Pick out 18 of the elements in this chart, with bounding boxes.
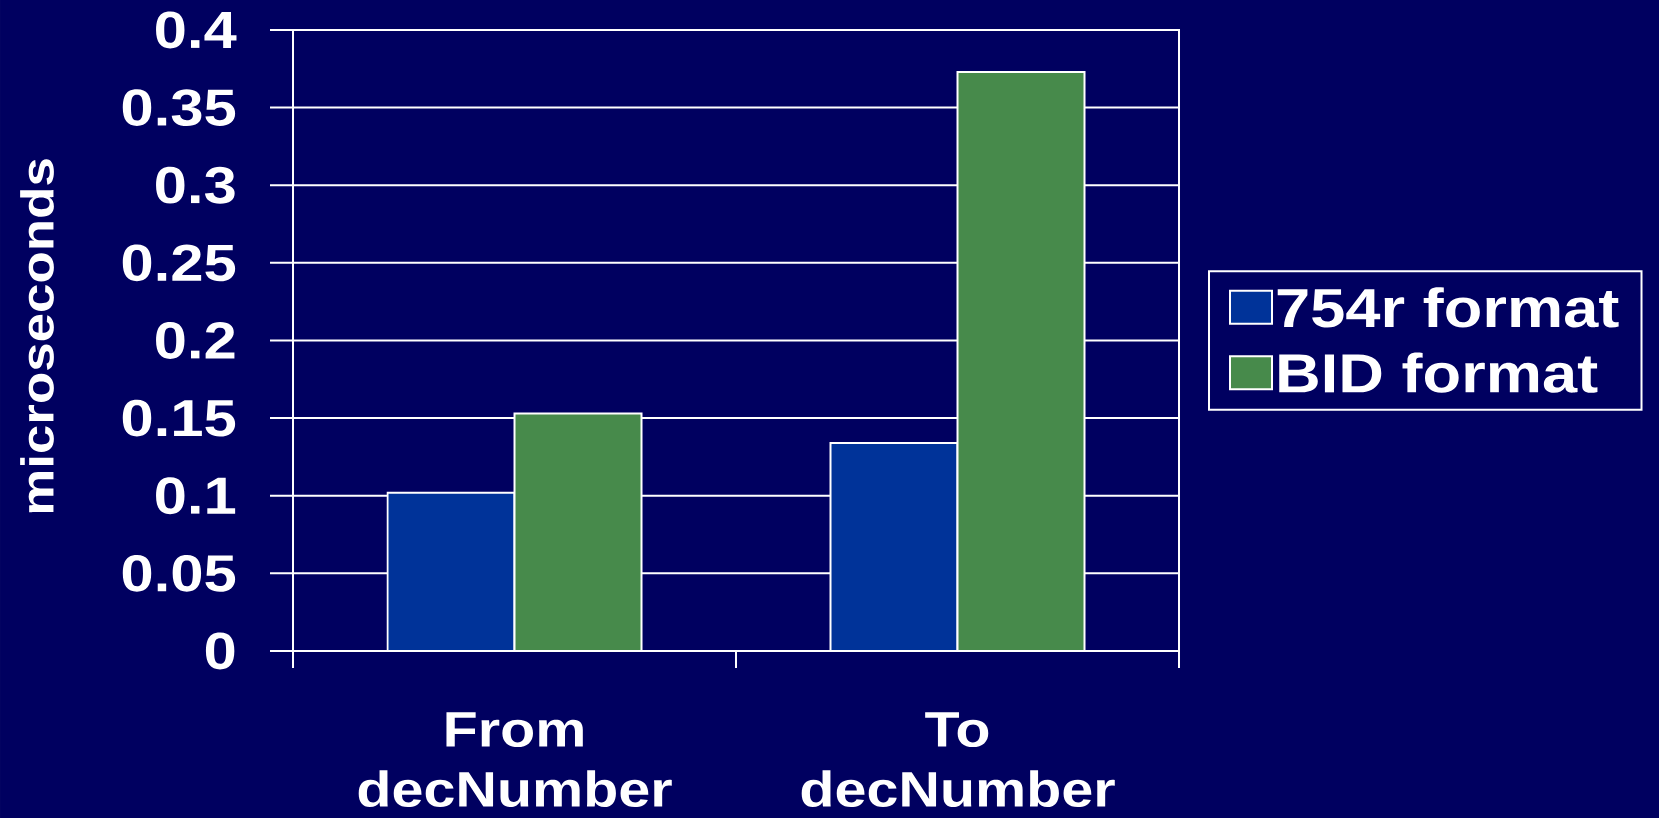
x-tick-label: To decNumber [801,712,1115,808]
y-tick-label: 0.05 [122,554,236,592]
y-axis-title: microseconds [20,159,54,513]
y-tick-label: 0.25 [122,244,236,282]
y-tick-label: 0.35 [122,89,236,127]
legend-label: BID format [1279,352,1598,393]
y-tick-label: 0.1 [156,477,236,515]
bar [513,412,643,651]
legend-label: 754r format [1277,287,1619,328]
y-tick-label: 0.3 [156,166,235,204]
y-tick-label: 0.4 [156,11,237,49]
bar [386,491,516,651]
y-tick-label: 0 [205,632,235,670]
x-tick-label: From decNumber [358,712,672,808]
y-tick-label: 0.2 [156,322,235,359]
y-tick-label: 0.15 [122,399,236,437]
bar [956,70,1086,651]
bar [829,441,959,651]
